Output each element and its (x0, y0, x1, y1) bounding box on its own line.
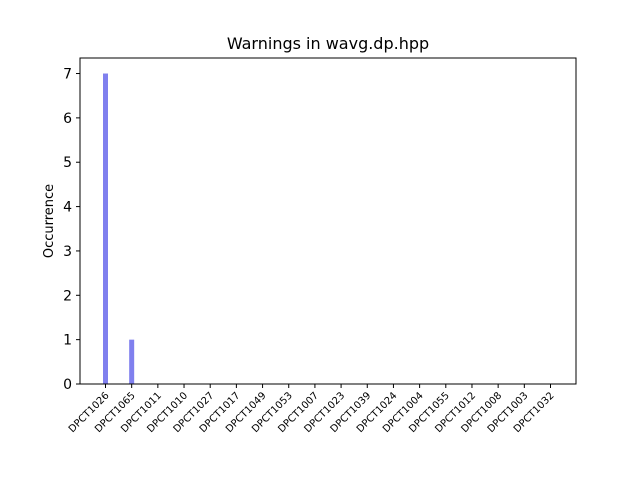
bar-dpct1065 (129, 339, 135, 384)
bars-group (103, 73, 135, 385)
y-tick-label: 0 (63, 377, 72, 393)
y-tick-label: 4 (63, 200, 72, 216)
y-axis-label: Occurrence (42, 184, 57, 258)
plot-area-frame (79, 57, 577, 385)
y-tick-label: 3 (63, 244, 72, 260)
x-ticks-group: DPCT1026DPCT1065DPCT1011DPCT1010DPCT1027… (67, 384, 557, 435)
y-tick-label: 2 (63, 288, 72, 304)
y-ticks-group: 0 1 2 3 4 5 6 7 (63, 67, 80, 393)
y-tick-label: 1 (63, 333, 72, 349)
chart-title: Warnings in wavg.dp.hpp (227, 34, 429, 53)
y-tick-label: 6 (63, 111, 72, 127)
y-tick-label: 5 (63, 155, 72, 171)
y-tick-label: 7 (63, 67, 72, 83)
bar-dpct1026 (103, 73, 108, 385)
